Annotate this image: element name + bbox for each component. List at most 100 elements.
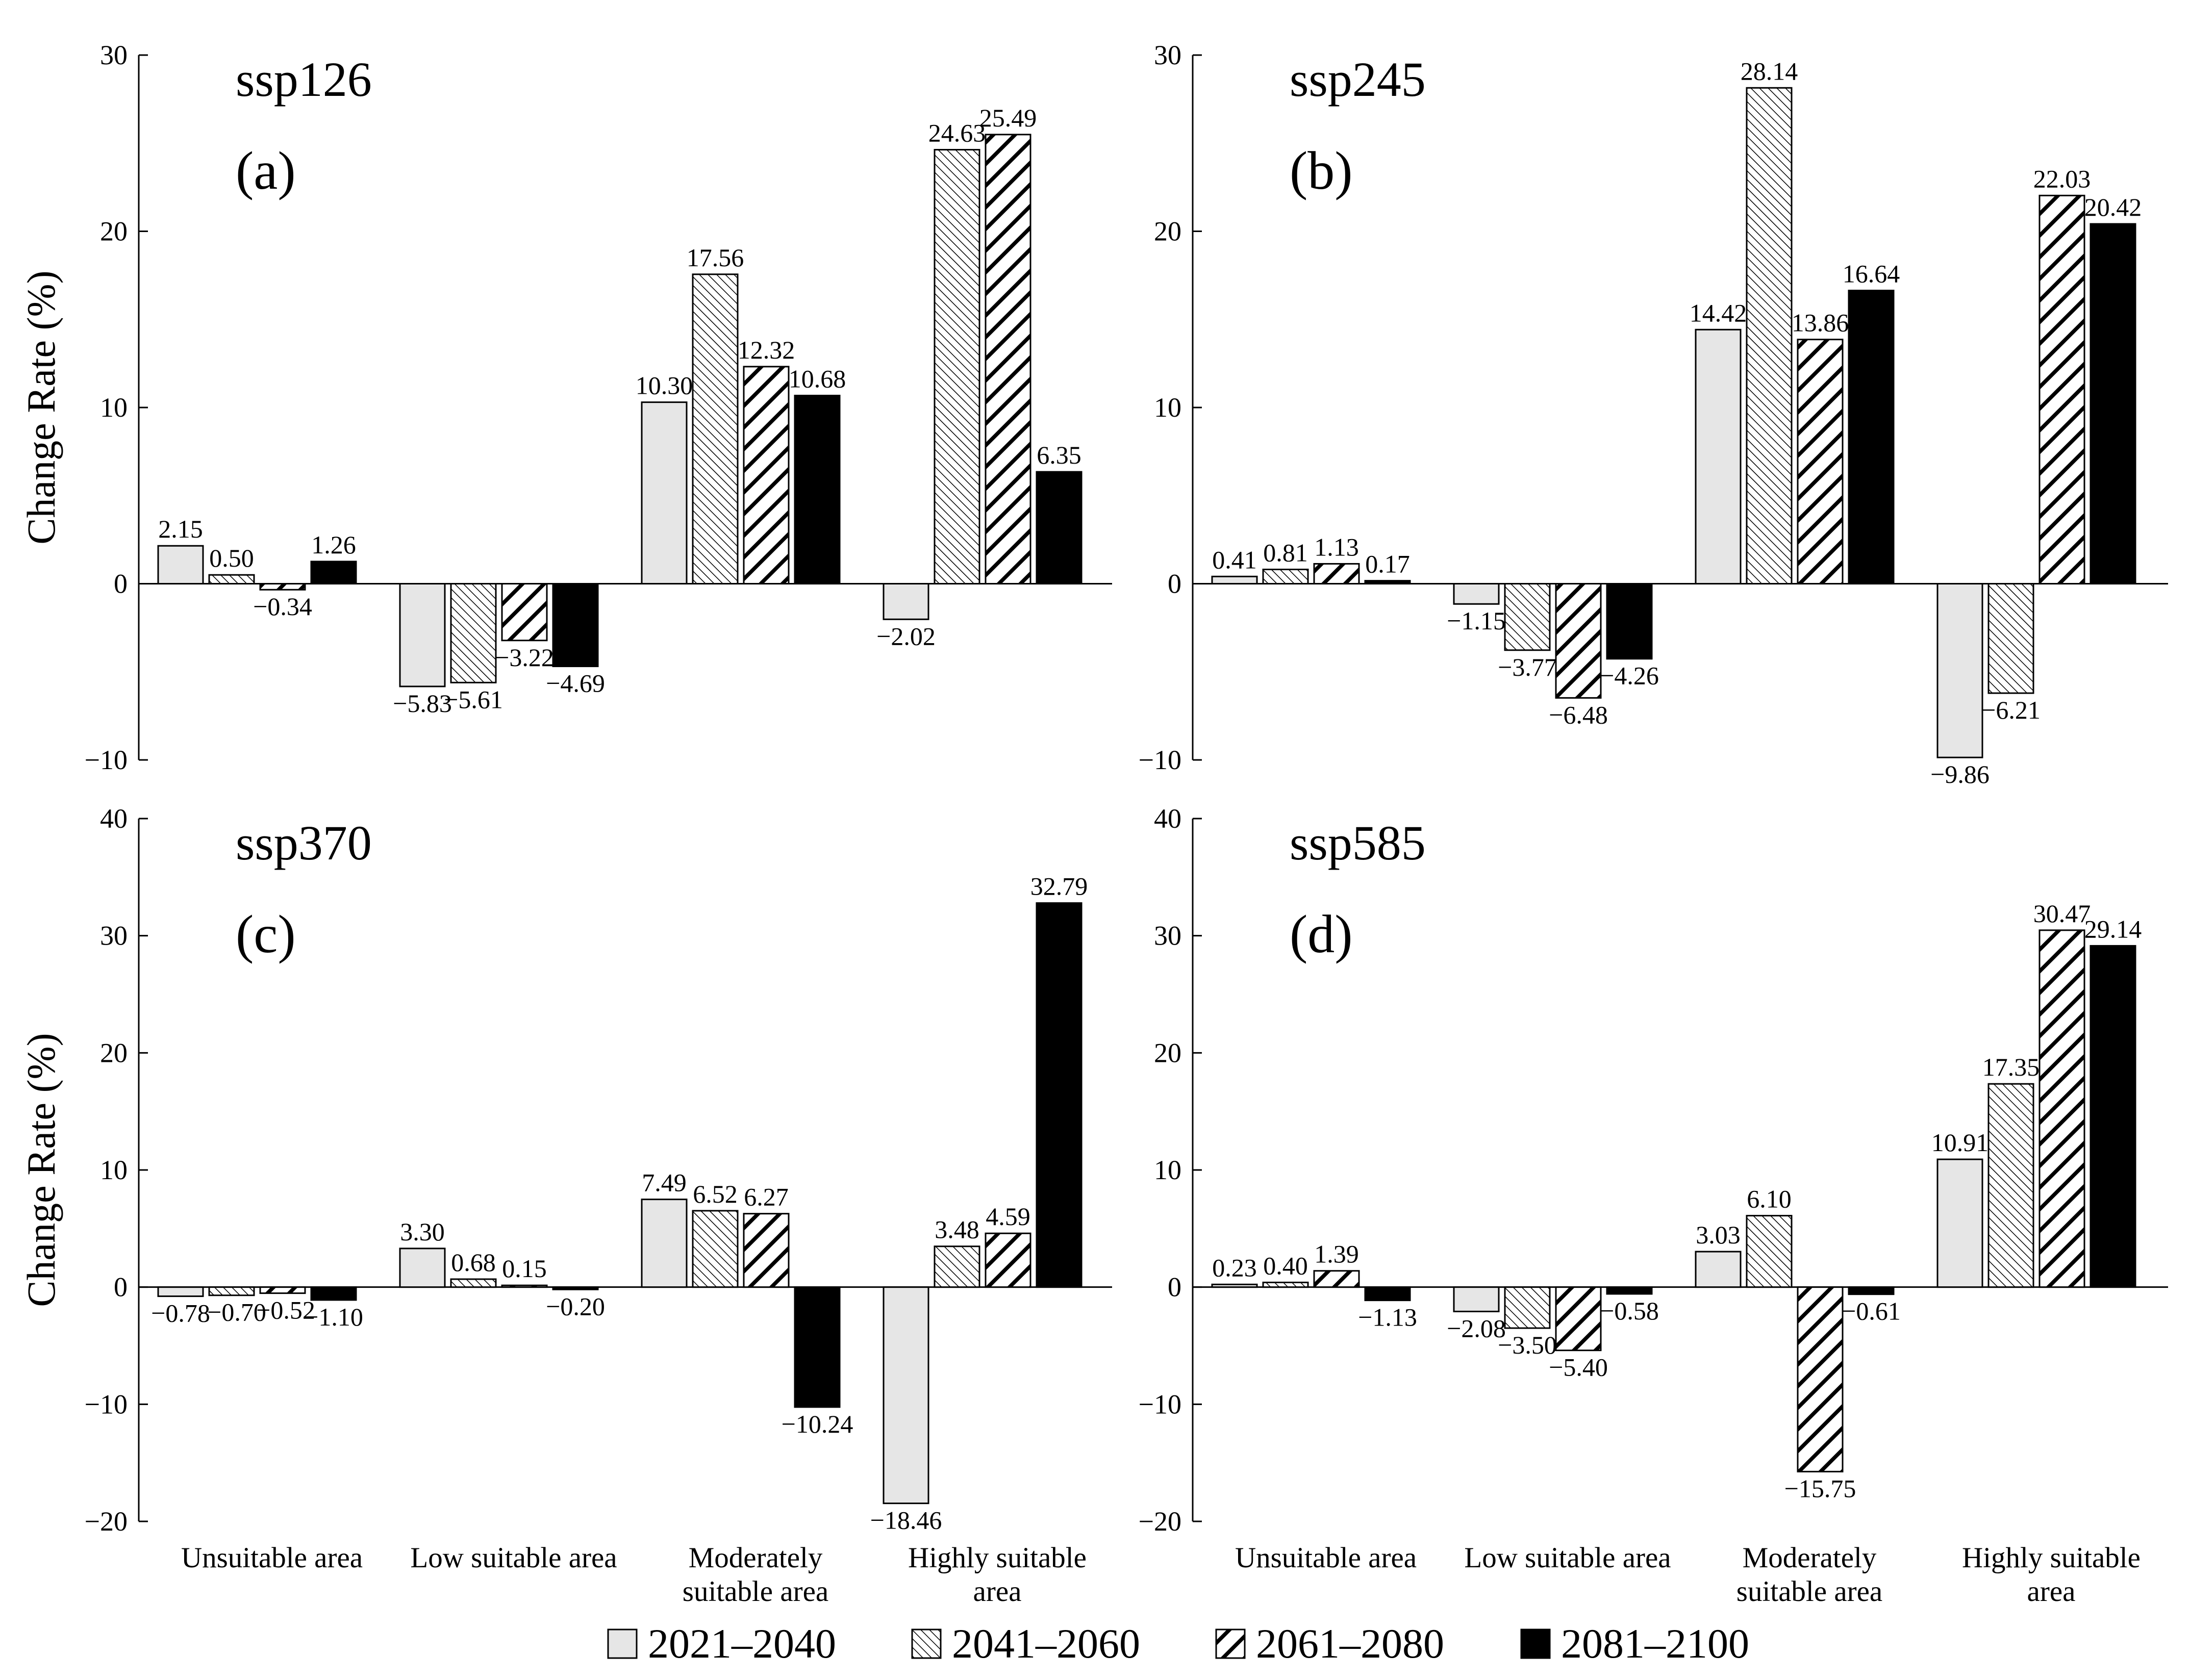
- data-label: 3.30: [400, 1217, 445, 1246]
- y-tick-label: 30: [100, 921, 128, 951]
- bar-2061–2080-low-suitable-area: [501, 583, 548, 642]
- bar-2021–2040-highly-suitable-area: [1936, 583, 1983, 758]
- data-label: 1.13: [1314, 532, 1359, 561]
- data-label: 2.15: [158, 515, 203, 543]
- bar-2081–2100-unsuitable-area: [310, 561, 357, 585]
- bar-2061–2080-moderately-suitable-area: [743, 1213, 790, 1288]
- y-tick-label: 20: [100, 1037, 128, 1068]
- data-label: 1.26: [311, 530, 356, 559]
- data-label: −1.10: [304, 1303, 363, 1331]
- data-label: −3.50: [1498, 1331, 1557, 1359]
- data-label: 0.17: [1365, 550, 1410, 578]
- y-tick-label: 30: [100, 40, 128, 70]
- data-label: −9.86: [1930, 760, 1990, 788]
- data-label: −3.22: [495, 643, 554, 672]
- bar-2021–2040-low-suitable-area: [1453, 1286, 1500, 1312]
- bar-2021–2040-moderately-suitable-area: [641, 401, 688, 584]
- data-label: 10.68: [789, 365, 846, 393]
- bar-2041–2060-moderately-suitable-area: [1746, 1215, 1793, 1288]
- data-label: 6.10: [1747, 1185, 1792, 1213]
- bar-2041–2060-unsuitable-area: [208, 1286, 255, 1296]
- bar-2041–2060-moderately-suitable-area: [692, 273, 739, 584]
- y-tick-label: 20: [1154, 1037, 1181, 1068]
- bar-2021–2040-highly-suitable-area: [1936, 1158, 1983, 1288]
- data-label: 6.35: [1037, 441, 1081, 469]
- bar-2021–2040-moderately-suitable-area: [1695, 328, 1742, 584]
- bar-2061–2080-highly-suitable-area: [2038, 194, 2085, 584]
- bar-2081–2100-low-suitable-area: [552, 583, 599, 668]
- bar-2081–2100-highly-suitable-area: [2090, 945, 2136, 1288]
- bar-2041–2060-unsuitable-area: [208, 574, 255, 584]
- bar-2041–2060-unsuitable-area: [1262, 1281, 1309, 1288]
- data-label: −3.77: [1498, 653, 1557, 681]
- chart-panel-ssp370: 40 30 20 10 0 −10 −20 Change Rate (%) ssp370 (c) −…: [19, 803, 1112, 1608]
- bar-2081–2100-highly-suitable-area: [1036, 471, 1083, 584]
- y-tick-label: −10: [1139, 745, 1181, 775]
- bar-2081–2100-low-suitable-area: [1606, 583, 1653, 660]
- data-label: −0.58: [1600, 1296, 1659, 1325]
- bar-2021–2040-low-suitable-area: [1453, 583, 1500, 605]
- bar-2081–2100-moderately-suitable-area: [1848, 290, 1895, 584]
- y-tick-label: −20: [1139, 1506, 1181, 1537]
- bar-2081–2100-unsuitable-area: [1364, 580, 1411, 584]
- bar-2021–2040-unsuitable-area: [157, 545, 204, 585]
- data-label: 0.81: [1263, 539, 1308, 567]
- data-label: 28.14: [1741, 57, 1798, 85]
- y-axis-label: Change Rate (%): [19, 270, 63, 544]
- bar-2021–2040-moderately-suitable-area: [641, 1199, 688, 1288]
- bar-2041–2060-low-suitable-area: [1504, 1286, 1551, 1329]
- bar-2061–2080-low-suitable-area: [501, 1284, 548, 1288]
- bar-2021–2040-moderately-suitable-area: [1695, 1251, 1742, 1288]
- bar-2021–2040-unsuitable-area: [1211, 575, 1258, 584]
- data-label: −10.24: [782, 1410, 853, 1438]
- y-tick-label: 40: [100, 803, 128, 834]
- y-tick-label: 0: [114, 569, 128, 599]
- bar-2041–2060-moderately-suitable-area: [692, 1210, 739, 1288]
- data-label: 14.42: [1690, 298, 1747, 327]
- data-label: 17.35: [1982, 1053, 2040, 1081]
- bar-2041–2060-highly-suitable-area: [1987, 583, 2034, 694]
- legend: 2021–2040 2041–2060 2061–2080 2081–2100: [607, 1620, 1749, 1667]
- y-tick-label: 30: [1154, 921, 1181, 951]
- y-tick-label: 10: [100, 1155, 128, 1185]
- bar-2021–2040-low-suitable-area: [399, 583, 446, 688]
- data-label: 0.68: [451, 1248, 496, 1277]
- panel-label: (b): [1290, 141, 1353, 200]
- bar-2021–2040-highly-suitable-area: [883, 1286, 929, 1505]
- data-label: 16.64: [1843, 260, 1900, 288]
- bar-2081–2100-low-suitable-area: [1606, 1286, 1653, 1295]
- y-tick-label: −10: [1139, 1389, 1181, 1419]
- data-label: 0.23: [1212, 1253, 1257, 1282]
- panel-label: (a): [236, 141, 296, 200]
- bar-2061–2080-moderately-suitable-area: [1797, 1286, 1844, 1472]
- data-label: −0.61: [1842, 1297, 1901, 1326]
- data-label: 12.32: [738, 336, 795, 364]
- bar-2061–2080-unsuitable-area: [259, 583, 306, 591]
- y-tick-label: −10: [85, 745, 128, 775]
- x-category-label: Moderately: [689, 1542, 823, 1574]
- data-label: 32.79: [1030, 872, 1088, 901]
- bar-2021–2040-unsuitable-area: [1211, 1283, 1258, 1288]
- data-label: −5.83: [393, 689, 452, 718]
- bar-2061–2080-highly-suitable-area: [985, 1232, 1031, 1288]
- y-axis-label: Change Rate (%): [19, 1033, 63, 1307]
- data-label: −6.21: [1981, 696, 2041, 724]
- x-category-label: Highly suitable: [1962, 1542, 2141, 1574]
- data-label: −0.20: [546, 1292, 605, 1320]
- bar-2081–2100-unsuitable-area: [1364, 1286, 1411, 1302]
- x-category-label: Unsuitable area: [181, 1542, 363, 1574]
- legend-label: 2061–2080: [1256, 1620, 1444, 1667]
- y-tick-label: 20: [1154, 216, 1181, 247]
- y-tick-label: −10: [85, 1389, 128, 1419]
- data-label: −0.78: [151, 1299, 210, 1328]
- bar-2061–2080-moderately-suitable-area: [743, 366, 790, 584]
- legend-item-2021–2040: 2021–2040: [607, 1620, 836, 1667]
- bar-2061–2080-highly-suitable-area: [2038, 929, 2085, 1288]
- data-label: 25.49: [979, 104, 1037, 132]
- data-label: −0.34: [253, 592, 312, 621]
- bar-2061–2080-moderately-suitable-area: [1797, 339, 1844, 585]
- y-tick-label: 0: [114, 1272, 128, 1303]
- legend-label: 2081–2100: [1561, 1620, 1749, 1667]
- x-category-label: Moderately: [1743, 1542, 1877, 1574]
